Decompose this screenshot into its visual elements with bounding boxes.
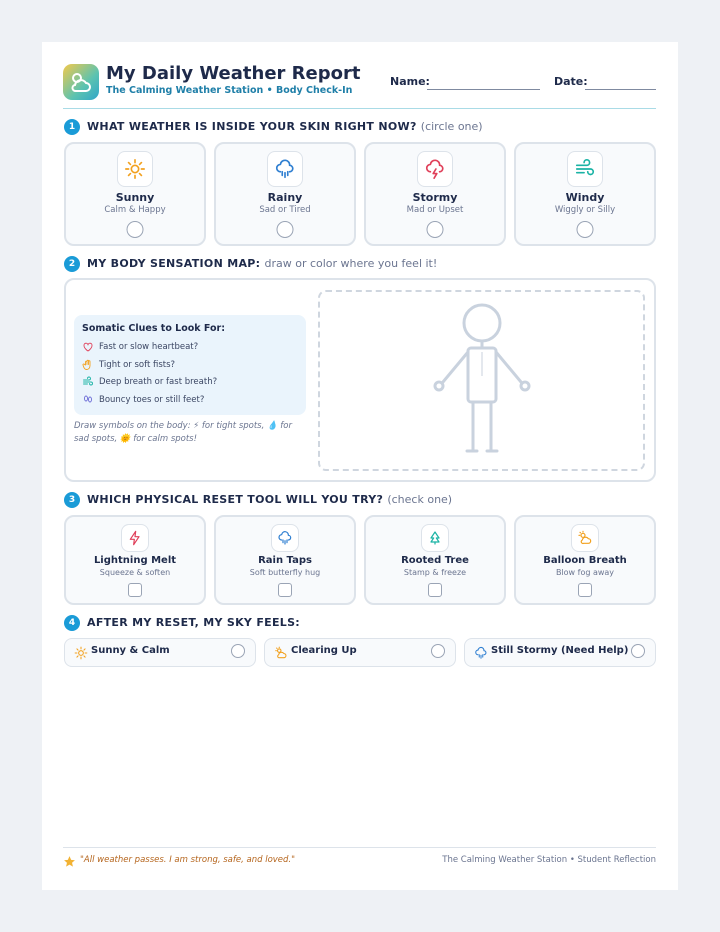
reset-card[interactable]: Lightning Melt Squeeze & soften	[64, 515, 206, 605]
clue-panel	[74, 315, 306, 415]
sky-icon	[274, 645, 288, 659]
weather-icon	[117, 151, 153, 187]
clue-text: Tight or soft fists?	[99, 359, 176, 370]
reset-icon	[571, 524, 599, 552]
reset-icon	[121, 524, 149, 552]
select-circle[interactable]	[126, 221, 144, 238]
checkbox[interactable]	[278, 583, 292, 597]
date-line[interactable]	[585, 89, 656, 90]
footer-quote: "All weather passes. I am strong, safe, …	[80, 855, 296, 865]
sky-icon	[74, 645, 88, 660]
sky-option[interactable]: Still Stormy (Need Help)	[464, 638, 656, 667]
footer-divider	[63, 847, 656, 848]
section-hint: (circle one)	[420, 120, 483, 133]
section-title: WHAT WEATHER IS INSIDE YOUR SKIN RIGHT N…	[87, 120, 483, 133]
option-label: Stormy	[412, 191, 458, 204]
sky-option[interactable]: Sunny & Calm	[64, 638, 256, 667]
section-hint: (check one)	[387, 493, 453, 506]
select-circle[interactable]	[426, 221, 444, 238]
option-label: Rainy	[267, 191, 303, 204]
weather-icon	[417, 151, 453, 187]
option-desc: Blow fog away	[555, 568, 615, 577]
name-line[interactable]	[427, 89, 540, 90]
clue-item: Fast or slow heartbeat?	[82, 341, 198, 353]
select-circle[interactable]	[276, 221, 294, 238]
clue-item: Deep breath or fast breath?	[82, 376, 217, 388]
option-desc: Mad or Upset	[406, 205, 464, 215]
logo	[63, 64, 99, 100]
weather-card[interactable]: Sunny Calm & Happy	[64, 142, 206, 246]
section-title-text: WHICH PHYSICAL RESET TOOL WILL YOU TRY?	[87, 493, 384, 506]
option-desc: Soft butterfly hug	[249, 568, 321, 577]
reset-card[interactable]: Rain Taps Soft butterfly hug	[214, 515, 356, 605]
weather-icon	[567, 151, 603, 187]
clue-icon	[82, 359, 94, 371]
clue-icon	[82, 376, 94, 388]
sky-option[interactable]: Clearing Up	[264, 638, 456, 667]
option-desc: Calm & Happy	[104, 205, 166, 215]
weather-card[interactable]: Windy Wiggly or Silly	[514, 142, 656, 246]
subtitle: The Calming Weather Station • Body Check…	[106, 85, 353, 96]
weather-card[interactable]: Stormy Mad or Upset	[364, 142, 506, 246]
reset-icon	[271, 524, 299, 552]
clue-item: Tight or soft fists?	[82, 359, 175, 371]
sky-label: Clearing Up	[291, 645, 357, 656]
section-hint: draw or color where you feel it!	[264, 257, 438, 270]
option-desc: Sad or Tired	[259, 205, 311, 215]
option-label: Balloon Breath	[543, 555, 627, 566]
sky-label: Still Stormy (Need Help)	[491, 645, 629, 656]
clue-title: Somatic Clues to Look For:	[82, 323, 226, 334]
clue-icon	[82, 341, 94, 353]
section-title: MY BODY SENSATION MAP: draw or color whe…	[87, 257, 437, 270]
checkbox[interactable]	[128, 583, 142, 597]
weather-card[interactable]: Rainy Sad or Tired	[214, 142, 356, 246]
clue-text: Deep breath or fast breath?	[99, 377, 218, 387]
section-title: AFTER MY RESET, MY SKY FEELS:	[87, 616, 300, 629]
footer-star	[64, 856, 75, 867]
option-label: Lightning Melt	[93, 555, 177, 566]
worksheet: My Daily Weather Report The Calming Weat…	[42, 42, 678, 890]
select-circle[interactable]	[431, 644, 445, 658]
option-desc: Squeeze & soften	[99, 568, 171, 577]
option-label: Sunny	[115, 191, 155, 204]
option-label: Rooted Tree	[401, 555, 469, 566]
title: My Daily Weather Report	[106, 63, 361, 84]
clue-text: Fast or slow heartbeat?	[99, 342, 199, 352]
option-desc: Stamp & freeze	[403, 568, 467, 577]
weather-icon	[267, 151, 303, 187]
clue-text: Bouncy toes or still feet?	[99, 394, 205, 405]
name-label: Name:	[390, 75, 430, 88]
checkbox[interactable]	[578, 583, 592, 597]
select-circle[interactable]	[631, 644, 645, 658]
clue-item: Bouncy toes or still feet?	[82, 394, 204, 406]
date-label: Date:	[554, 75, 588, 88]
checkbox[interactable]	[428, 583, 442, 597]
note: Draw symbols on the body: ⚡ for tight sp…	[74, 421, 292, 444]
drawing-area[interactable]	[318, 290, 645, 471]
section-title-text: MY BODY SENSATION MAP:	[87, 257, 261, 270]
option-label: Windy	[565, 191, 605, 204]
section-title-text: WHAT WEATHER IS INSIDE YOUR SKIN RIGHT N…	[87, 120, 417, 133]
sky-label: Sunny & Calm	[91, 645, 170, 656]
divider	[63, 108, 656, 109]
reset-icon	[421, 524, 449, 552]
reset-card[interactable]: Rooted Tree Stamp & freeze	[364, 515, 506, 605]
select-circle[interactable]	[576, 221, 594, 238]
option-desc: Wiggly or Silly	[554, 205, 616, 215]
clue-icon	[82, 394, 94, 406]
section-title-text: AFTER MY RESET, MY SKY FEELS:	[87, 616, 301, 629]
sky-icon	[474, 645, 488, 659]
section-number: 4	[64, 615, 80, 631]
select-circle[interactable]	[231, 644, 245, 658]
reset-card[interactable]: Balloon Breath Blow fog away	[514, 515, 656, 605]
section-number: 3	[64, 492, 80, 508]
section-title: WHICH PHYSICAL RESET TOOL WILL YOU TRY? …	[87, 493, 452, 506]
section-number: 1	[64, 119, 80, 135]
footer-credit: The Calming Weather Station • Student Re…	[442, 855, 656, 865]
body-outline	[433, 303, 531, 453]
option-label: Rain Taps	[258, 555, 312, 566]
section-number: 2	[64, 256, 80, 272]
